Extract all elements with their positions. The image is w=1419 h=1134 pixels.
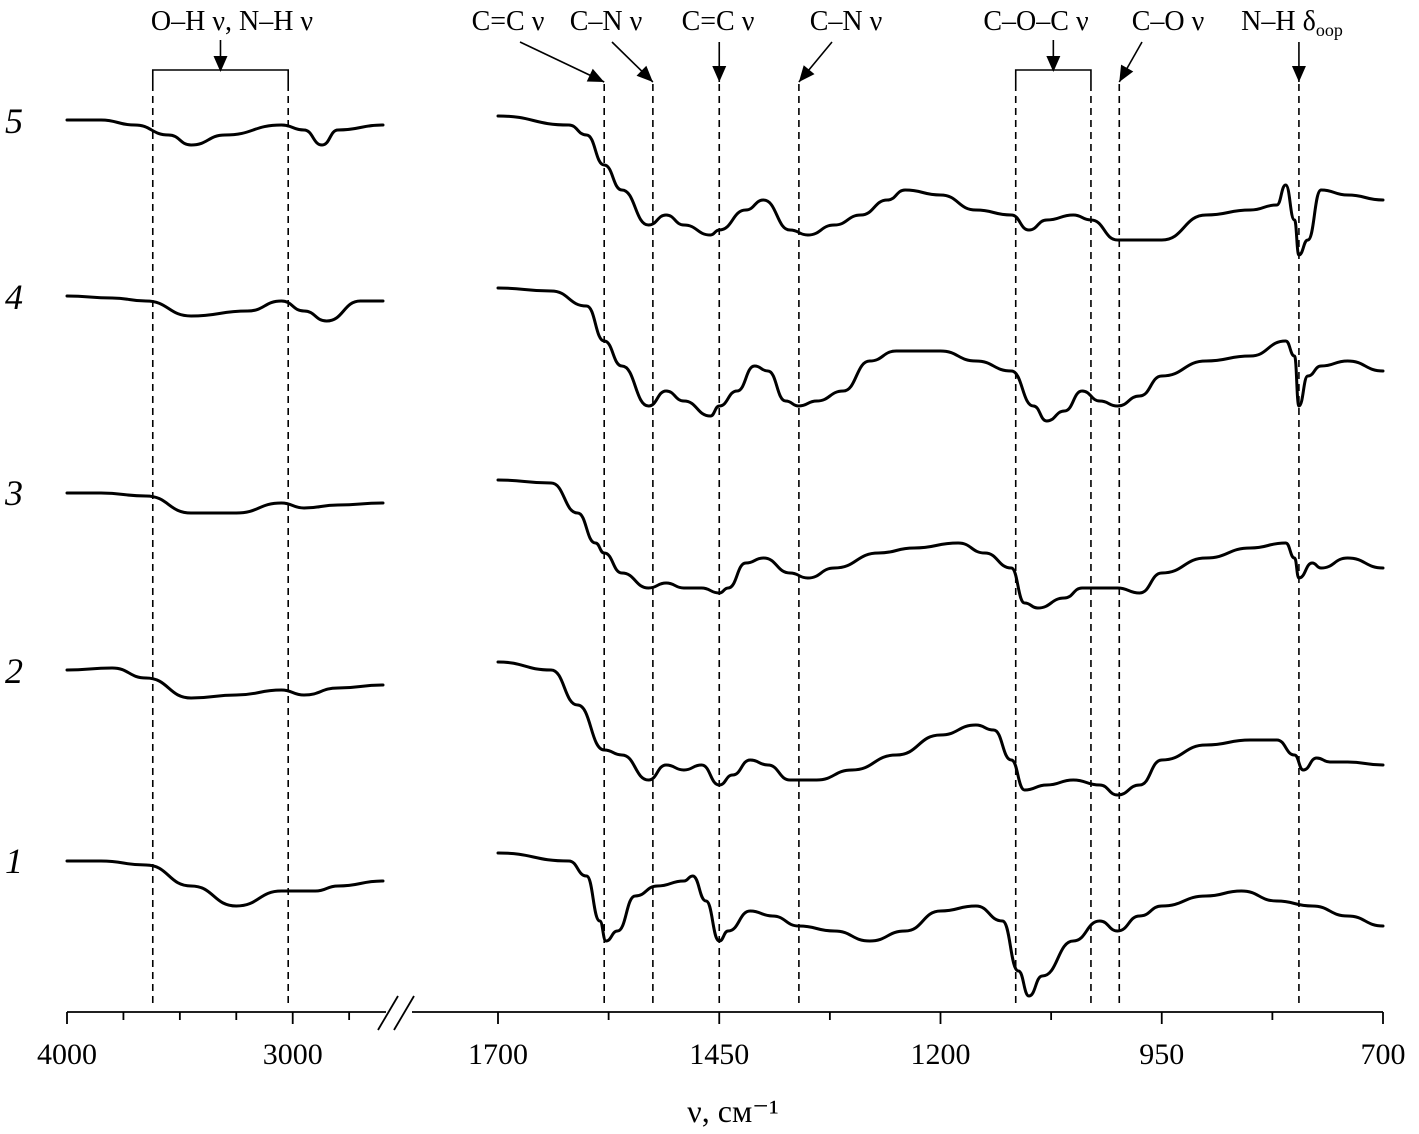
x-tick-label: 1700 [468, 1038, 528, 1071]
x-axis-title: ν, см⁻¹ [687, 1093, 778, 1129]
band-label: C–N ν [810, 6, 883, 37]
x-tick-label: 1450 [689, 1038, 749, 1071]
curve-label-2: 2 [5, 651, 23, 691]
spectrum-curve-4-low [496, 286, 1385, 423]
x-tick-label: 1200 [911, 1038, 971, 1071]
band-label: C=C ν [682, 6, 755, 37]
spectrum-curve-4-high [65, 294, 385, 323]
spectrum-curve-2-high [65, 666, 385, 700]
arrow-head [798, 65, 815, 82]
spectrum-curve-1-low [496, 851, 1385, 998]
spectrum-curve-3-high [65, 491, 385, 515]
band-label: C–N ν [570, 6, 643, 37]
band-guide-lines [151, 84, 1300, 1006]
arrow-head [1119, 64, 1134, 82]
spectrum-curve-1-high [65, 859, 385, 908]
arrow-head [712, 66, 727, 82]
arrow-head [1046, 56, 1061, 72]
band-bracket [1014, 69, 1092, 84]
curve-label-5: 5 [5, 101, 23, 141]
spectrum-curve-3-low [496, 478, 1385, 610]
arrow-head [636, 65, 653, 82]
arrow-head [213, 56, 228, 72]
band-label: C=C ν [472, 6, 545, 37]
band-label: C–O ν [1132, 6, 1205, 37]
x-axis: 4000 3000 1700 1450 1200 950 700 [37, 995, 1406, 1071]
curve-label-3: 3 [4, 473, 23, 513]
band-label: N–H δoop [1241, 6, 1343, 40]
arrow-head [586, 68, 605, 82]
spectrum-curve-2-low [496, 660, 1385, 797]
x-tick-label: 3000 [263, 1038, 323, 1071]
spectrum-curves [65, 114, 1385, 998]
spectrum-curve-5-high [65, 118, 385, 147]
x-tick-label: 4000 [37, 1038, 97, 1071]
curve-label-4: 4 [5, 277, 23, 317]
x-tick-label: 950 [1139, 1038, 1184, 1071]
arrow-head [1291, 66, 1306, 82]
band-label: O–H ν, N–H ν [151, 6, 313, 37]
axis-break-mark [393, 995, 415, 1031]
band-annotations: O–H ν, N–H ν C=C ν C–N ν C=C ν C–N ν C–O–C ν C… [151, 6, 1343, 84]
x-tick-label: 700 [1361, 1038, 1406, 1071]
curve-label-1: 1 [5, 841, 23, 881]
axis-break-mark [377, 995, 399, 1031]
curve-labels: 1 2 3 4 5 [4, 101, 23, 881]
band-bracket [151, 69, 289, 84]
spectrum-curve-5-low [496, 114, 1385, 257]
band-label: C–O–C ν [983, 6, 1088, 37]
